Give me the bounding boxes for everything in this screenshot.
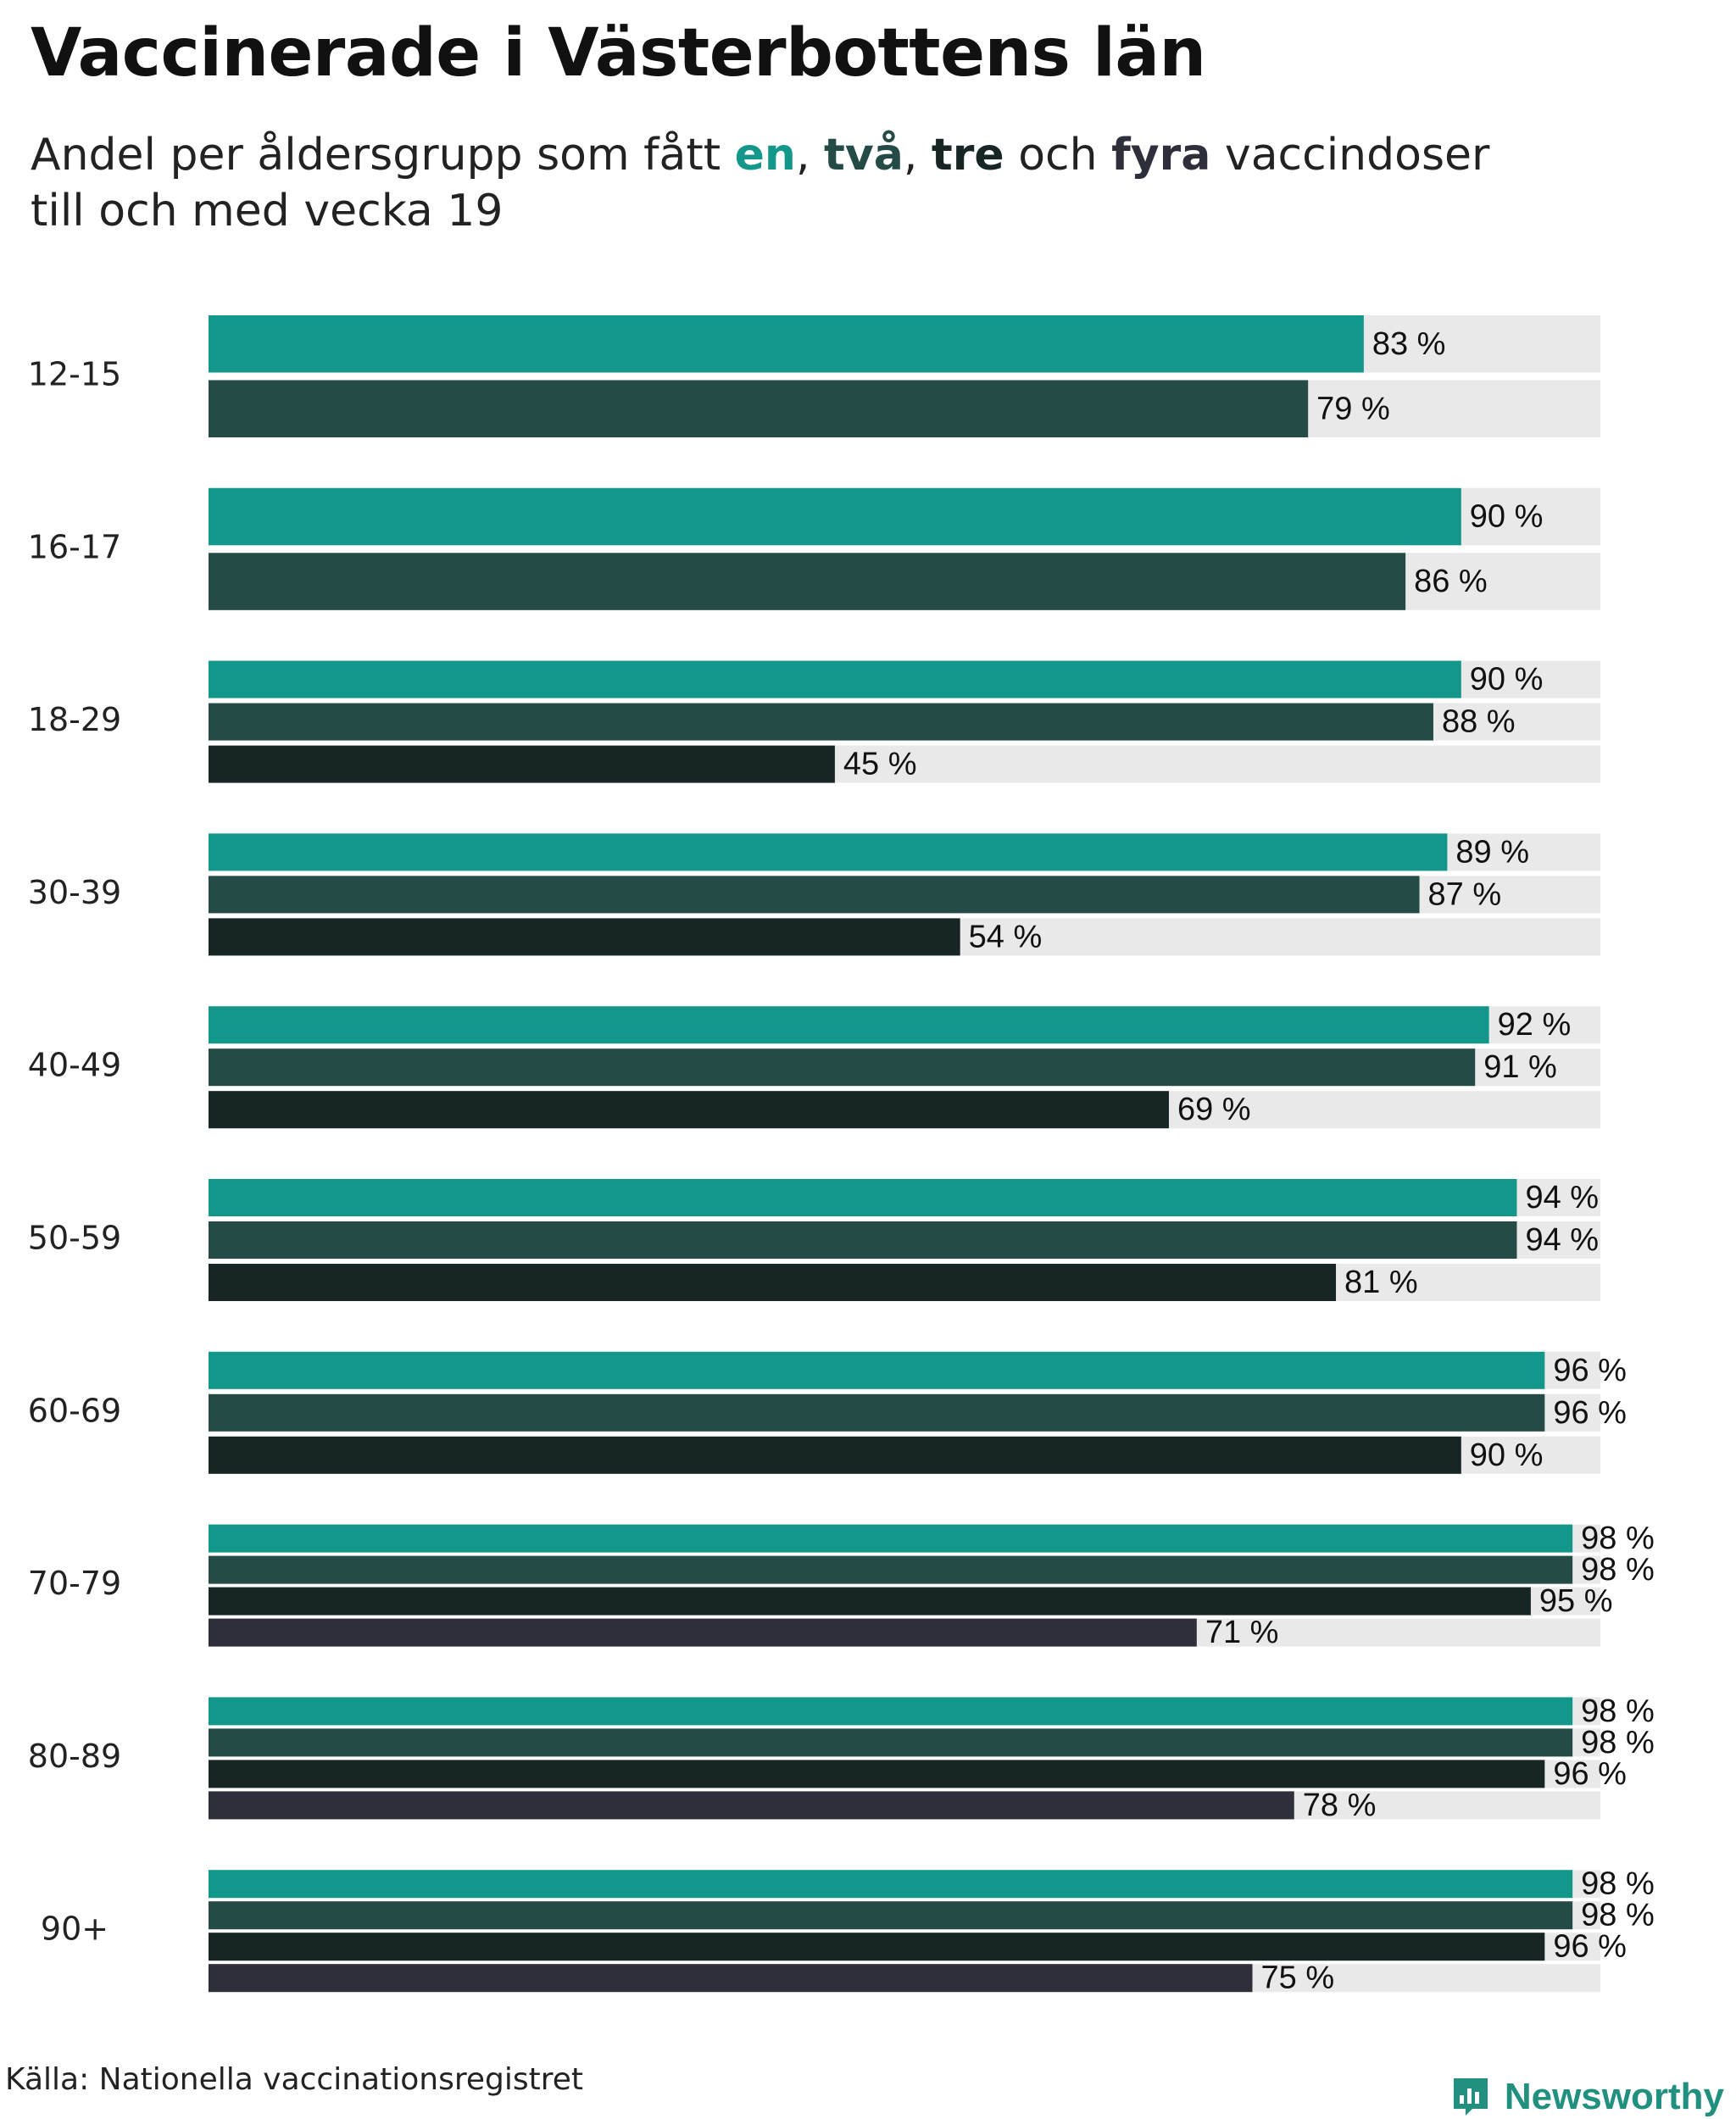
bar-två (209, 553, 1406, 610)
data-label: 81 % (1344, 1265, 1418, 1300)
legend-key-en: en (734, 130, 796, 181)
data-label: 98 % (1581, 1898, 1655, 1933)
bar-fyra (209, 1618, 1197, 1647)
bar-en (209, 660, 1461, 698)
legend-key-fyra: fyra (1111, 130, 1211, 181)
data-label: 78 % (1303, 1788, 1377, 1823)
bar-en (209, 833, 1448, 871)
bar-fyra (209, 1964, 1253, 1993)
data-label: 83 % (1372, 326, 1446, 362)
category-label: 50-59 (28, 1220, 121, 1257)
data-label: 98 % (1581, 1694, 1655, 1729)
data-label: 79 % (1316, 391, 1390, 426)
data-label: 71 % (1205, 1615, 1279, 1650)
legend-key-tva: två (824, 130, 904, 181)
data-label: 95 % (1539, 1583, 1613, 1619)
data-label: 94 % (1525, 1222, 1599, 1258)
subtitle-text: Andel per åldersgrupp som fått (31, 130, 735, 181)
bar-tre (209, 745, 835, 783)
data-label: 96 % (1553, 1929, 1627, 1965)
bar-två (209, 1728, 1573, 1757)
data-label: 87 % (1428, 876, 1502, 912)
brand-name: Newsworthy (1504, 2076, 1724, 2117)
subtitle-line-2: till och med vecka 19 (31, 186, 504, 236)
bar-en (209, 1351, 1545, 1389)
bar-en (209, 1006, 1489, 1044)
subtitle-text: vaccindoser (1210, 130, 1490, 181)
data-label: 98 % (1581, 1552, 1655, 1588)
bar-en (209, 1870, 1573, 1899)
data-label: 96 % (1553, 1395, 1627, 1431)
data-label: 96 % (1553, 1756, 1627, 1792)
subtitle-separator: , (795, 130, 825, 181)
legend-key-tre: tre (931, 130, 1004, 181)
bar-en (209, 315, 1364, 373)
category-label: 70-79 (28, 1565, 121, 1602)
category-label: 12-15 (28, 356, 121, 393)
data-label: 86 % (1414, 564, 1488, 599)
brand-logo: Newsworthy (1449, 2075, 1724, 2119)
bar-två (209, 1221, 1517, 1259)
bar-två (209, 703, 1433, 741)
subtitle-text: och (1004, 130, 1112, 181)
data-label: 69 % (1177, 1092, 1251, 1127)
data-label: 90 % (1470, 1438, 1544, 1473)
bar-två (209, 1901, 1573, 1930)
bar-två (209, 380, 1309, 437)
data-label: 94 % (1525, 1180, 1599, 1215)
subtitle-separator: , (903, 130, 932, 181)
bar-tre (209, 1091, 1169, 1129)
bar-två (209, 876, 1420, 914)
bar-tre (209, 918, 960, 956)
data-label: 90 % (1470, 499, 1544, 535)
category-label: 60-69 (28, 1392, 121, 1429)
bar-två (209, 1048, 1476, 1087)
bar-tre (209, 1760, 1545, 1788)
category-label: 30-39 (28, 874, 121, 911)
data-label: 98 % (1581, 1866, 1655, 1902)
newsworthy-logo-icon (1453, 2078, 1488, 2116)
data-label: 98 % (1581, 1725, 1655, 1760)
category-label: 90+ (41, 1910, 108, 1948)
category-label: 40-49 (28, 1047, 121, 1084)
source-note: Källa: Nationella vaccinationsregistret (5, 2062, 583, 2097)
category-label: 80-89 (28, 1738, 121, 1775)
bar-en (209, 1697, 1573, 1726)
data-label: 75 % (1261, 1960, 1335, 1996)
chart-subtitle: Andel per åldersgrupp som fått en, två, … (31, 127, 1489, 239)
data-label: 45 % (843, 747, 917, 782)
bar-fyra (209, 1791, 1294, 1820)
chart-title: Vaccinerade i Västerbottens län (31, 15, 1206, 92)
bar-en (209, 1524, 1573, 1553)
bar-två (209, 1393, 1545, 1432)
bar-en (209, 1179, 1517, 1216)
data-label: 89 % (1455, 834, 1529, 870)
data-label: 96 % (1553, 1353, 1627, 1388)
data-label: 92 % (1498, 1007, 1572, 1043)
bar-en (209, 487, 1461, 546)
category-label: 16-17 (28, 528, 121, 565)
subtitle-line-1: Andel per åldersgrupp som fått en, två, … (31, 127, 1489, 183)
data-label: 90 % (1470, 662, 1544, 698)
category-label: 18-29 (28, 701, 121, 738)
bar-tre (209, 1587, 1531, 1616)
bar-tre (209, 1933, 1545, 1961)
data-label: 54 % (969, 919, 1043, 954)
data-label: 91 % (1483, 1049, 1557, 1085)
data-label: 88 % (1442, 704, 1516, 740)
bar-tre (209, 1436, 1461, 1474)
bar-två (209, 1555, 1573, 1584)
bar-tre (209, 1264, 1337, 1301)
data-label: 98 % (1581, 1521, 1655, 1556)
